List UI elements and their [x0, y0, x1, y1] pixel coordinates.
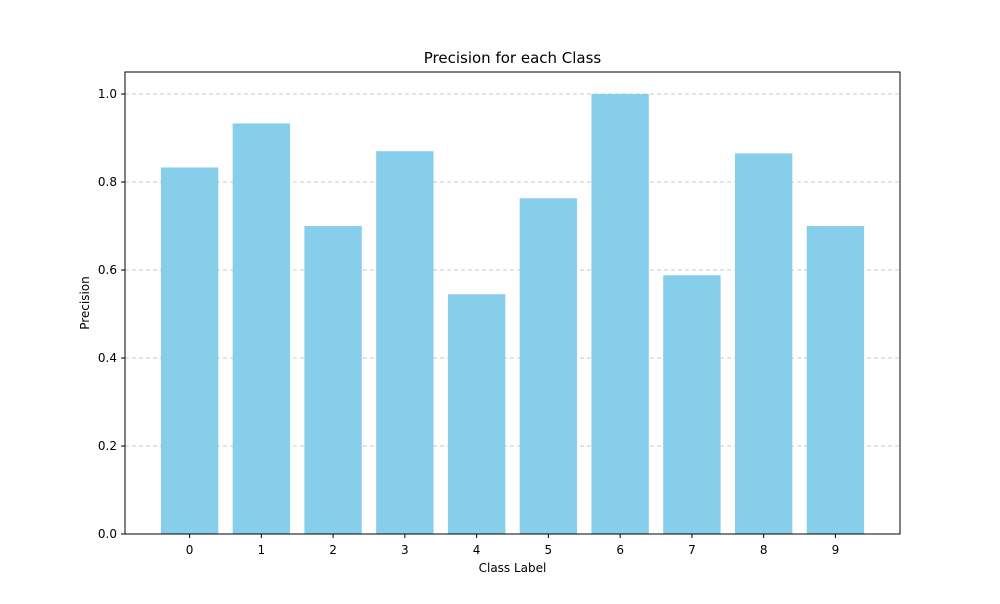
bar-class-2 — [304, 226, 362, 534]
x-tick-label: 7 — [688, 543, 696, 557]
x-tick-label: 0 — [186, 543, 194, 557]
bar-class-6 — [591, 94, 649, 534]
y-axis: 0.0 0.2 0.4 0.6 0.8 1.0 — [98, 87, 125, 541]
y-axis-label: Precision — [78, 276, 92, 330]
y-tick-label: 0.8 — [98, 175, 117, 189]
x-tick-label: 6 — [616, 543, 624, 557]
y-tick-label: 0.6 — [98, 263, 117, 277]
y-tick-label: 0.4 — [98, 351, 117, 365]
x-tick-label: 2 — [329, 543, 337, 557]
y-tick-label: 0.0 — [98, 527, 117, 541]
bar-class-5 — [519, 198, 578, 534]
bar-class-8 — [734, 153, 793, 534]
y-tick-label: 0.2 — [98, 439, 117, 453]
x-tick-label: 8 — [760, 543, 768, 557]
bars — [160, 94, 865, 535]
x-axis-label: Class Label — [479, 561, 547, 575]
plot-frame — [124, 71, 901, 535]
x-axis: 0 1 2 3 4 5 6 7 8 9 — [186, 534, 839, 557]
y-tick-label: 1.0 — [98, 87, 117, 101]
x-tick-label: 5 — [545, 543, 553, 557]
bar-class-0 — [160, 167, 219, 535]
bar-class-4 — [447, 294, 506, 534]
x-tick-label: 1 — [258, 543, 266, 557]
bar-class-9 — [806, 226, 865, 534]
x-tick-label: 3 — [401, 543, 409, 557]
x-tick-label: 9 — [832, 543, 840, 557]
x-tick-label: 4 — [473, 543, 481, 557]
chart-title: Precision for each Class — [424, 49, 602, 67]
bar-class-1 — [232, 123, 291, 534]
bar-class-3 — [376, 151, 434, 534]
bar-class-7 — [663, 275, 721, 534]
